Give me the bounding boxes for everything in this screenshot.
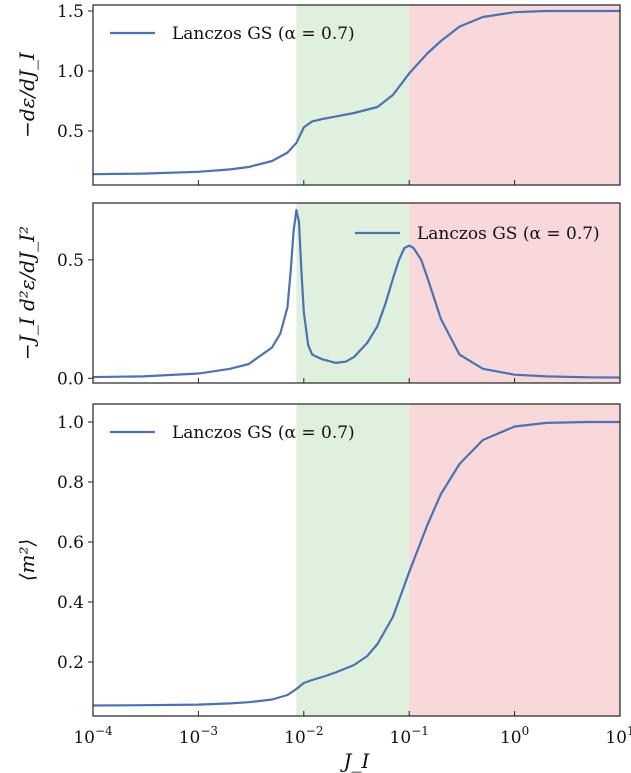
x-tick-label: 100 (500, 724, 529, 748)
x-tick-label: 10−2 (284, 724, 323, 748)
legend-label: Lanczos GS (α = 0.7) (417, 224, 600, 244)
region-red (409, 203, 620, 383)
y-tick-label: 0.6 (57, 533, 84, 553)
series-line (92, 9, 620, 176)
legend-label: Lanczos GS (α = 0.7) (172, 24, 355, 44)
y-tick-label: 1.5 (57, 2, 84, 22)
x-tick-exponent: −3 (200, 724, 218, 738)
x-tick-base: 10 (390, 728, 412, 748)
y-tick-label: 0.2 (57, 653, 84, 673)
x-tick-label: 10−3 (179, 724, 218, 748)
axes-frame (92, 202, 621, 384)
x-tick-base: 10 (500, 728, 522, 748)
x-tick-exponent: 1 (627, 724, 631, 738)
x-tick-base: 10 (73, 728, 95, 748)
x-tick-exponent: −1 (411, 724, 429, 738)
x-tick-base: 10 (179, 728, 201, 748)
x-tick-label: 101 (605, 724, 631, 748)
y-axis-label: −dε/dJ_I (15, 51, 39, 138)
axes-frame (92, 4, 621, 186)
y-tick-label: 0.5 (57, 122, 84, 142)
x-tick-base: 10 (605, 728, 627, 748)
x-tick-exponent: 0 (522, 724, 530, 738)
y-tick-label: 1.0 (57, 62, 84, 82)
panel-1: 0.5 1.0 1.5 −dε/dJ_I Lanczos GS (α = 0.7) (15, 2, 621, 186)
x-tick-exponent: −2 (306, 724, 324, 738)
region-red (409, 404, 620, 716)
legend-label: Lanczos GS (α = 0.7) (172, 423, 355, 443)
x-tick-label: 10−1 (390, 724, 429, 748)
region-green (296, 404, 410, 716)
panel-2: 0.0 0.5 −J_I d²ε/dJ_I² Lanczos GS (α = 0.7) (15, 202, 621, 389)
panel-3: 0.2 0.4 0.6 0.8 1.0 ⟨m²⟩ Lanczos GS (α = 0.7) 1… (15, 403, 631, 773)
series-line (92, 209, 621, 379)
axes-frame (92, 403, 621, 717)
series-line (92, 420, 620, 707)
region-red (409, 5, 620, 185)
y-tick-label: 0.5 (57, 251, 84, 271)
x-tick-label: 10−4 (73, 724, 113, 748)
y-axis-label: −J_I d²ε/dJ_I² (15, 226, 39, 360)
y-tick-label: 0.0 (57, 369, 84, 389)
x-tick-base: 10 (284, 728, 306, 748)
region-green (296, 5, 410, 185)
y-tick-label: 0.4 (57, 593, 84, 613)
x-axis-label: J_I (340, 749, 371, 773)
y-axis-label: ⟨m²⟩ (15, 539, 39, 582)
y-tick-label: 0.8 (57, 473, 84, 493)
y-tick-label: 1.0 (57, 413, 84, 433)
x-tick-exponent: −4 (95, 724, 113, 738)
